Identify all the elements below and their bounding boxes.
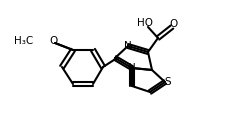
Text: HO: HO <box>137 18 153 28</box>
Text: N: N <box>124 41 132 51</box>
Text: O: O <box>50 36 58 46</box>
Text: N: N <box>128 63 136 73</box>
Text: O: O <box>170 19 178 29</box>
Text: H₃C: H₃C <box>14 36 33 46</box>
Text: S: S <box>165 77 171 87</box>
